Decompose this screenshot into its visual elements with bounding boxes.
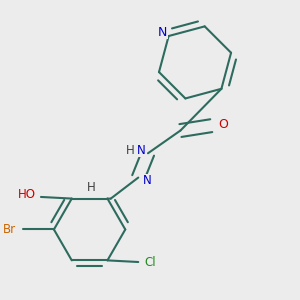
- Text: Br: Br: [3, 223, 16, 236]
- Text: H: H: [87, 181, 96, 194]
- Text: N: N: [137, 143, 146, 157]
- Text: Cl: Cl: [145, 256, 156, 268]
- Text: O: O: [219, 118, 229, 130]
- Text: HO: HO: [18, 188, 36, 201]
- Text: N: N: [158, 26, 167, 39]
- Text: H: H: [126, 143, 134, 157]
- Text: N: N: [143, 174, 152, 187]
